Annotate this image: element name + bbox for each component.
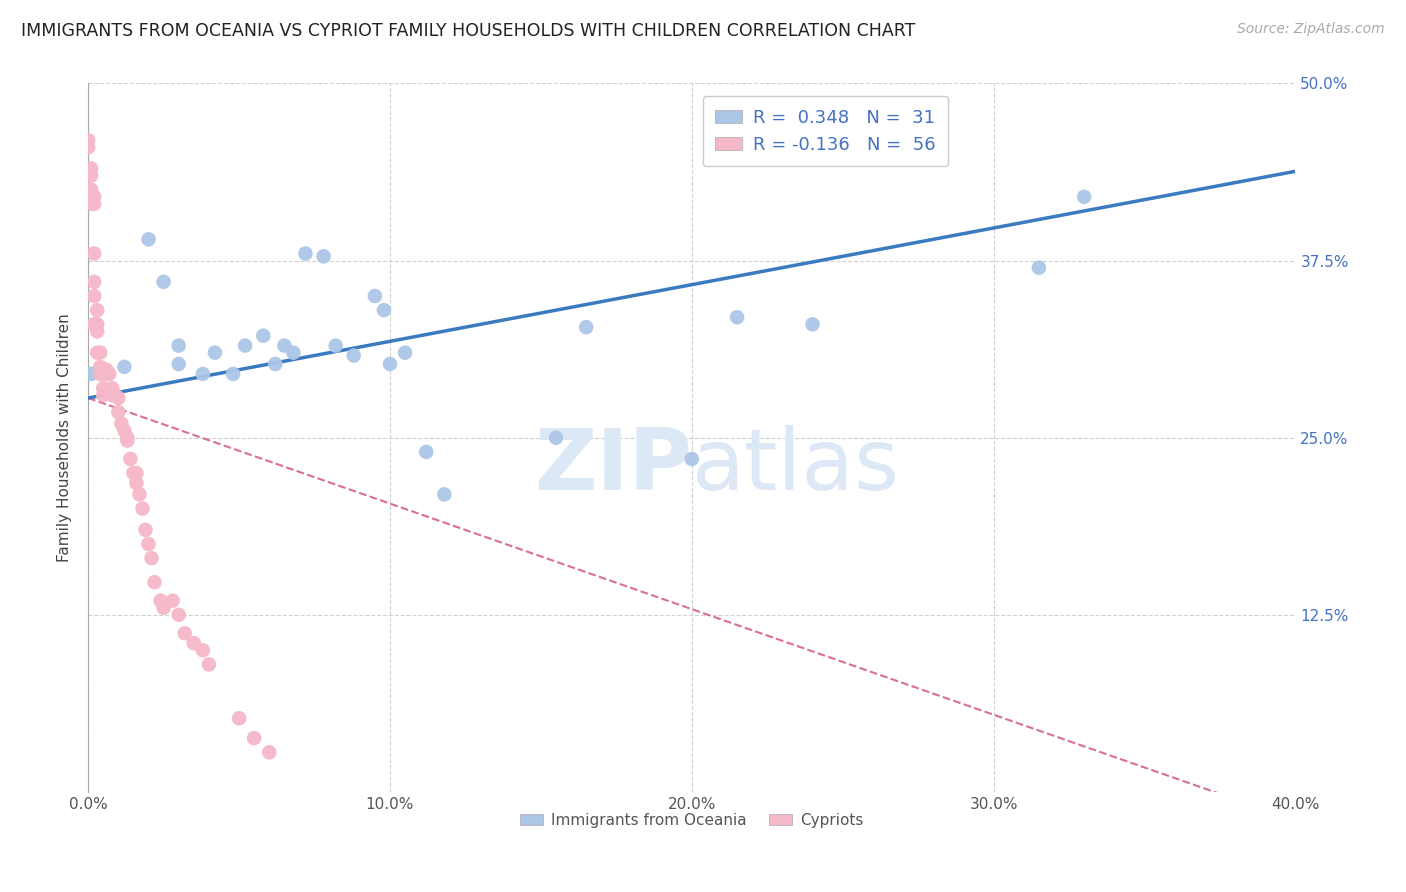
Point bbox=[80, 197, 103, 211]
Point bbox=[143, 575, 166, 590]
Point bbox=[96, 362, 118, 376]
Point bbox=[138, 537, 160, 551]
Point bbox=[1073, 190, 1095, 204]
Point bbox=[191, 367, 214, 381]
Point bbox=[264, 357, 287, 371]
Text: ZIP: ZIP bbox=[534, 425, 692, 508]
Point bbox=[228, 711, 250, 725]
Point bbox=[98, 367, 121, 381]
Point bbox=[101, 388, 124, 402]
Point bbox=[110, 417, 132, 431]
Point bbox=[83, 318, 105, 332]
Point bbox=[86, 318, 108, 332]
Point bbox=[80, 169, 103, 183]
Point bbox=[107, 391, 129, 405]
Text: atlas: atlas bbox=[692, 425, 900, 508]
Point bbox=[122, 466, 145, 480]
Point bbox=[101, 381, 124, 395]
Point bbox=[141, 551, 163, 566]
Point bbox=[173, 626, 195, 640]
Point bbox=[233, 338, 256, 352]
Point bbox=[83, 289, 105, 303]
Point bbox=[112, 424, 135, 438]
Point bbox=[91, 381, 114, 395]
Legend: Immigrants from Oceania, Cypriots: Immigrants from Oceania, Cypriots bbox=[515, 806, 869, 834]
Point bbox=[89, 362, 111, 376]
Point bbox=[257, 745, 280, 759]
Point bbox=[96, 367, 118, 381]
Point bbox=[378, 357, 401, 371]
Point bbox=[91, 388, 114, 402]
Text: Source: ZipAtlas.com: Source: ZipAtlas.com bbox=[1237, 22, 1385, 37]
Point bbox=[167, 338, 190, 352]
Point bbox=[83, 190, 105, 204]
Point bbox=[394, 345, 416, 359]
Point bbox=[86, 325, 108, 339]
Point bbox=[544, 431, 567, 445]
Point bbox=[364, 289, 387, 303]
Point bbox=[162, 593, 184, 607]
Point bbox=[89, 345, 111, 359]
Point bbox=[125, 476, 148, 491]
Point bbox=[725, 310, 748, 325]
Point bbox=[117, 434, 139, 448]
Point bbox=[120, 452, 142, 467]
Point bbox=[134, 523, 156, 537]
Point bbox=[89, 359, 111, 374]
Point bbox=[86, 345, 108, 359]
Point bbox=[433, 487, 456, 501]
Point bbox=[77, 133, 100, 147]
Point bbox=[83, 275, 105, 289]
Point bbox=[325, 338, 347, 352]
Text: IMMIGRANTS FROM OCEANIA VS CYPRIOT FAMILY HOUSEHOLDS WITH CHILDREN CORRELATION C: IMMIGRANTS FROM OCEANIA VS CYPRIOT FAMIL… bbox=[21, 22, 915, 40]
Point bbox=[149, 593, 172, 607]
Point bbox=[80, 161, 103, 176]
Point bbox=[83, 246, 105, 260]
Point bbox=[77, 140, 100, 154]
Point bbox=[222, 367, 245, 381]
Point bbox=[89, 367, 111, 381]
Point bbox=[117, 431, 139, 445]
Point bbox=[1028, 260, 1050, 275]
Point bbox=[183, 636, 205, 650]
Point bbox=[373, 303, 395, 318]
Point bbox=[167, 607, 190, 622]
Point bbox=[152, 275, 174, 289]
Y-axis label: Family Households with Children: Family Households with Children bbox=[58, 313, 72, 562]
Point bbox=[191, 643, 214, 657]
Point bbox=[131, 501, 153, 516]
Point bbox=[80, 367, 103, 381]
Point bbox=[283, 345, 305, 359]
Point bbox=[273, 338, 295, 352]
Point bbox=[138, 232, 160, 246]
Point bbox=[86, 303, 108, 318]
Point bbox=[83, 197, 105, 211]
Point bbox=[128, 487, 150, 501]
Point bbox=[152, 600, 174, 615]
Point bbox=[343, 349, 366, 363]
Point bbox=[243, 731, 266, 745]
Point bbox=[681, 452, 703, 467]
Point bbox=[112, 359, 135, 374]
Point bbox=[294, 246, 316, 260]
Point bbox=[107, 405, 129, 419]
Point bbox=[104, 388, 127, 402]
Point bbox=[575, 320, 598, 334]
Point bbox=[312, 249, 335, 263]
Point bbox=[198, 657, 221, 672]
Point bbox=[204, 345, 226, 359]
Point bbox=[801, 318, 824, 332]
Point bbox=[91, 367, 114, 381]
Point bbox=[80, 183, 103, 197]
Point bbox=[167, 357, 190, 371]
Point bbox=[125, 466, 148, 480]
Point bbox=[252, 328, 274, 343]
Point bbox=[415, 445, 437, 459]
